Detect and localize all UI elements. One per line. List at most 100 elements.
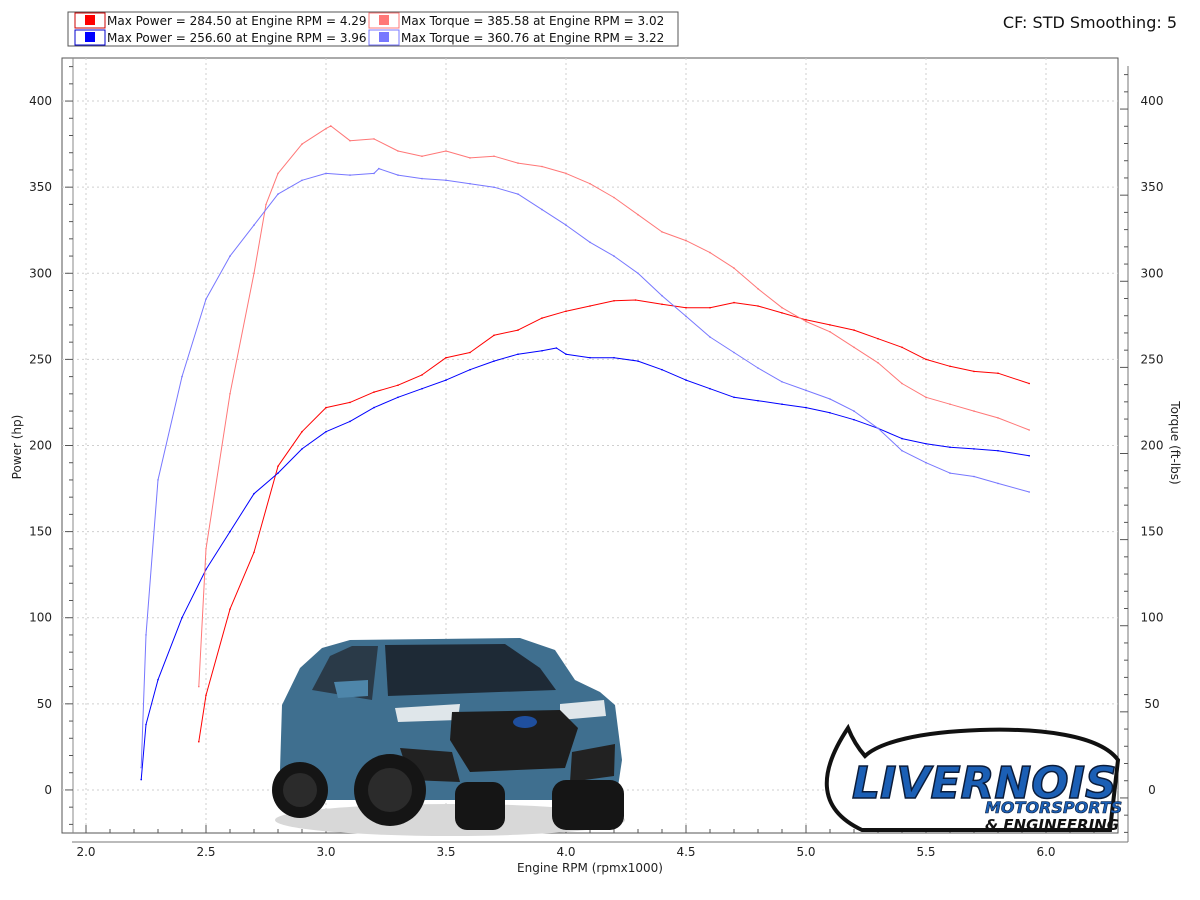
- y2-tick-label-3: 150: [1141, 525, 1164, 539]
- series-2-point-29: [829, 331, 831, 333]
- series-0-point-11: [445, 356, 447, 359]
- series-2-point-22: [661, 231, 663, 233]
- series-0-point-14: [517, 329, 519, 331]
- series-1-point-37: [973, 448, 975, 450]
- cf-smoothing-label: CF: STD Smoothing: 5: [1003, 13, 1177, 32]
- series-2-point-11: [397, 150, 399, 152]
- series-0-point-22: [709, 306, 711, 309]
- series-line-0: [198, 299, 1030, 742]
- series-2-point-0: [198, 685, 200, 688]
- legend-swatch-0: [85, 15, 95, 25]
- series-1-point-27: [733, 396, 735, 399]
- series-3-point-39: [1028, 491, 1030, 493]
- series-1-point-39: [1028, 455, 1030, 457]
- x-tick-label-7: 5.5: [916, 845, 935, 859]
- series-2-point-37: [1028, 429, 1030, 431]
- series-0-point-18: [613, 300, 615, 302]
- series-3-point-26: [709, 336, 711, 338]
- legend-swatch-1: [85, 32, 95, 42]
- series-3-point-23: [637, 272, 639, 275]
- series-1-point-29: [781, 403, 783, 406]
- series-1-point-21: [589, 356, 591, 359]
- series-2-point-15: [493, 155, 495, 157]
- series-2-point-16: [517, 162, 519, 164]
- series-0-point-5: [301, 430, 303, 433]
- x-tick-label-2: 3.0: [316, 845, 335, 859]
- series-3-point-7: [277, 193, 279, 195]
- series-1-point-19: [555, 347, 558, 349]
- series-2-point-27: [781, 306, 783, 309]
- series-0-point-2: [229, 608, 231, 610]
- series-1-point-28: [757, 399, 759, 402]
- series-0-point-19: [634, 299, 637, 301]
- series-3-point-8: [301, 179, 303, 182]
- series-1-point-18: [541, 350, 543, 352]
- series-0-point-13: [493, 334, 495, 337]
- series-2-point-31: [877, 362, 879, 364]
- series-1-point-34: [901, 437, 903, 440]
- y-tick-label-4: 200: [29, 439, 52, 453]
- series-2-point-6: [301, 143, 303, 145]
- series-2-point-8: [330, 125, 332, 127]
- legend-swatch-2: [379, 15, 389, 25]
- series-2-point-26: [757, 288, 759, 290]
- series-1-point-25: [685, 379, 687, 381]
- series-0-point-28: [853, 329, 855, 331]
- series-0-point-12: [469, 351, 471, 354]
- series-1-point-2: [157, 678, 159, 681]
- series-3-point-0: [140, 766, 142, 769]
- series-2-point-33: [925, 396, 927, 399]
- series-3-point-5: [229, 255, 231, 257]
- series-1-point-5: [229, 530, 231, 533]
- series-1-point-20: [565, 353, 567, 356]
- series-3-point-33: [877, 427, 879, 430]
- series-2-point-19: [589, 182, 591, 185]
- series-3-point-27: [733, 351, 735, 354]
- series-2-point-28: [805, 320, 807, 323]
- series-3-point-18: [517, 193, 519, 195]
- y-tick-label-8: 400: [29, 94, 52, 108]
- series-0-point-0: [198, 740, 200, 743]
- series-0-point-24: [757, 305, 759, 307]
- series-3-point-16: [469, 182, 471, 185]
- series-1-point-17: [517, 353, 519, 356]
- series-3-point-29: [781, 381, 783, 383]
- series-1-point-14: [445, 379, 447, 381]
- series-1-point-9: [325, 430, 327, 433]
- series-1-point-22: [613, 356, 615, 359]
- series-0-point-30: [901, 346, 903, 349]
- series-1-point-16: [493, 360, 495, 362]
- series-3-point-11: [373, 172, 375, 175]
- y2-tick-label-7: 350: [1141, 180, 1164, 194]
- x-tick-label-4: 4.0: [556, 845, 575, 859]
- series-1-point-7: [277, 472, 279, 474]
- series-3-point-37: [973, 475, 975, 478]
- series-3-point-21: [589, 241, 591, 244]
- series-1-point-26: [709, 387, 711, 390]
- legend-label-1: Max Power = 256.60 at Engine RPM = 3.96: [107, 31, 367, 45]
- logo-line2: MOTORSPORTS: [985, 798, 1122, 817]
- series-3-point-15: [445, 179, 447, 182]
- series-3-point-14: [421, 177, 423, 180]
- series-1-point-6: [253, 492, 255, 495]
- series-3-point-2: [157, 479, 159, 481]
- series-0-point-10: [421, 374, 423, 376]
- series-0-point-16: [565, 310, 567, 313]
- series-1-point-1: [145, 723, 147, 726]
- series-3-point-36: [949, 472, 951, 474]
- y-tick-label-0: 0: [44, 783, 52, 797]
- series-3-point-31: [829, 398, 831, 400]
- series-0-point-33: [973, 370, 975, 373]
- series-1-point-31: [829, 412, 831, 414]
- series-3-point-30: [805, 389, 807, 392]
- series-2-point-36: [997, 417, 999, 419]
- x-tick-label-5: 4.5: [676, 845, 695, 859]
- series-2-point-32: [901, 382, 903, 385]
- y-tick-label-5: 250: [29, 352, 52, 366]
- legend-label-0: Max Power = 284.50 at Engine RPM = 4.29: [107, 14, 367, 28]
- series-2-point-1: [205, 548, 207, 550]
- series-lines: [140, 125, 1030, 781]
- series-3-point-35: [925, 461, 927, 464]
- series-2-point-9: [349, 139, 351, 142]
- series-line-3: [140, 168, 1030, 768]
